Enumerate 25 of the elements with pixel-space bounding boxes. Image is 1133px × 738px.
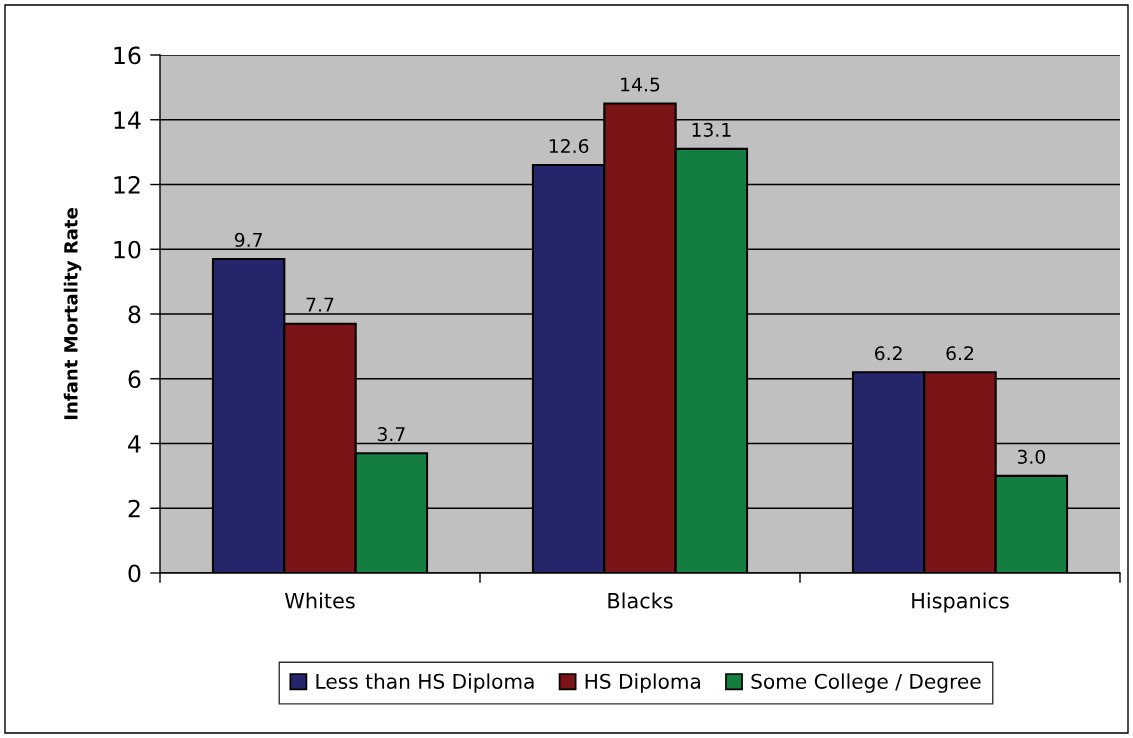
legend-label: Less than HS Diploma bbox=[316, 673, 534, 693]
data-label: 3.7 bbox=[377, 427, 405, 442]
data-label: 13.1 bbox=[692, 122, 731, 137]
data-label: 6.2 bbox=[875, 346, 902, 361]
data-label: 12.6 bbox=[549, 138, 589, 154]
data-label: 7.7 bbox=[306, 297, 334, 312]
data-label: 3.0 bbox=[1017, 449, 1046, 464]
y-tick-label: 2 bbox=[128, 499, 140, 518]
y-tick-label: 6 bbox=[128, 370, 141, 389]
y-tick-label: 8 bbox=[128, 305, 141, 324]
legend-label: HS Diploma bbox=[585, 673, 700, 693]
y-tick-label: 14 bbox=[114, 111, 141, 129]
y-tick-label: 0 bbox=[128, 564, 141, 583]
data-label: 14.5 bbox=[621, 77, 660, 92]
y-tick-label: 4 bbox=[128, 435, 141, 453]
y-tick-label: 10 bbox=[114, 240, 141, 259]
data-label: 6.2 bbox=[946, 346, 974, 361]
y-axis-title: Infant Mortality Rate bbox=[63, 208, 82, 420]
data-label: 9.7 bbox=[234, 232, 262, 247]
x-tick-label: Hispanics bbox=[912, 592, 1009, 613]
legend-label: Some College / Degree bbox=[751, 673, 981, 693]
y-tick-label: 16 bbox=[114, 46, 141, 65]
x-tick-label: Whites bbox=[284, 592, 355, 609]
x-tick-label: Blacks bbox=[608, 592, 673, 609]
y-tick-label: 12 bbox=[114, 175, 140, 194]
